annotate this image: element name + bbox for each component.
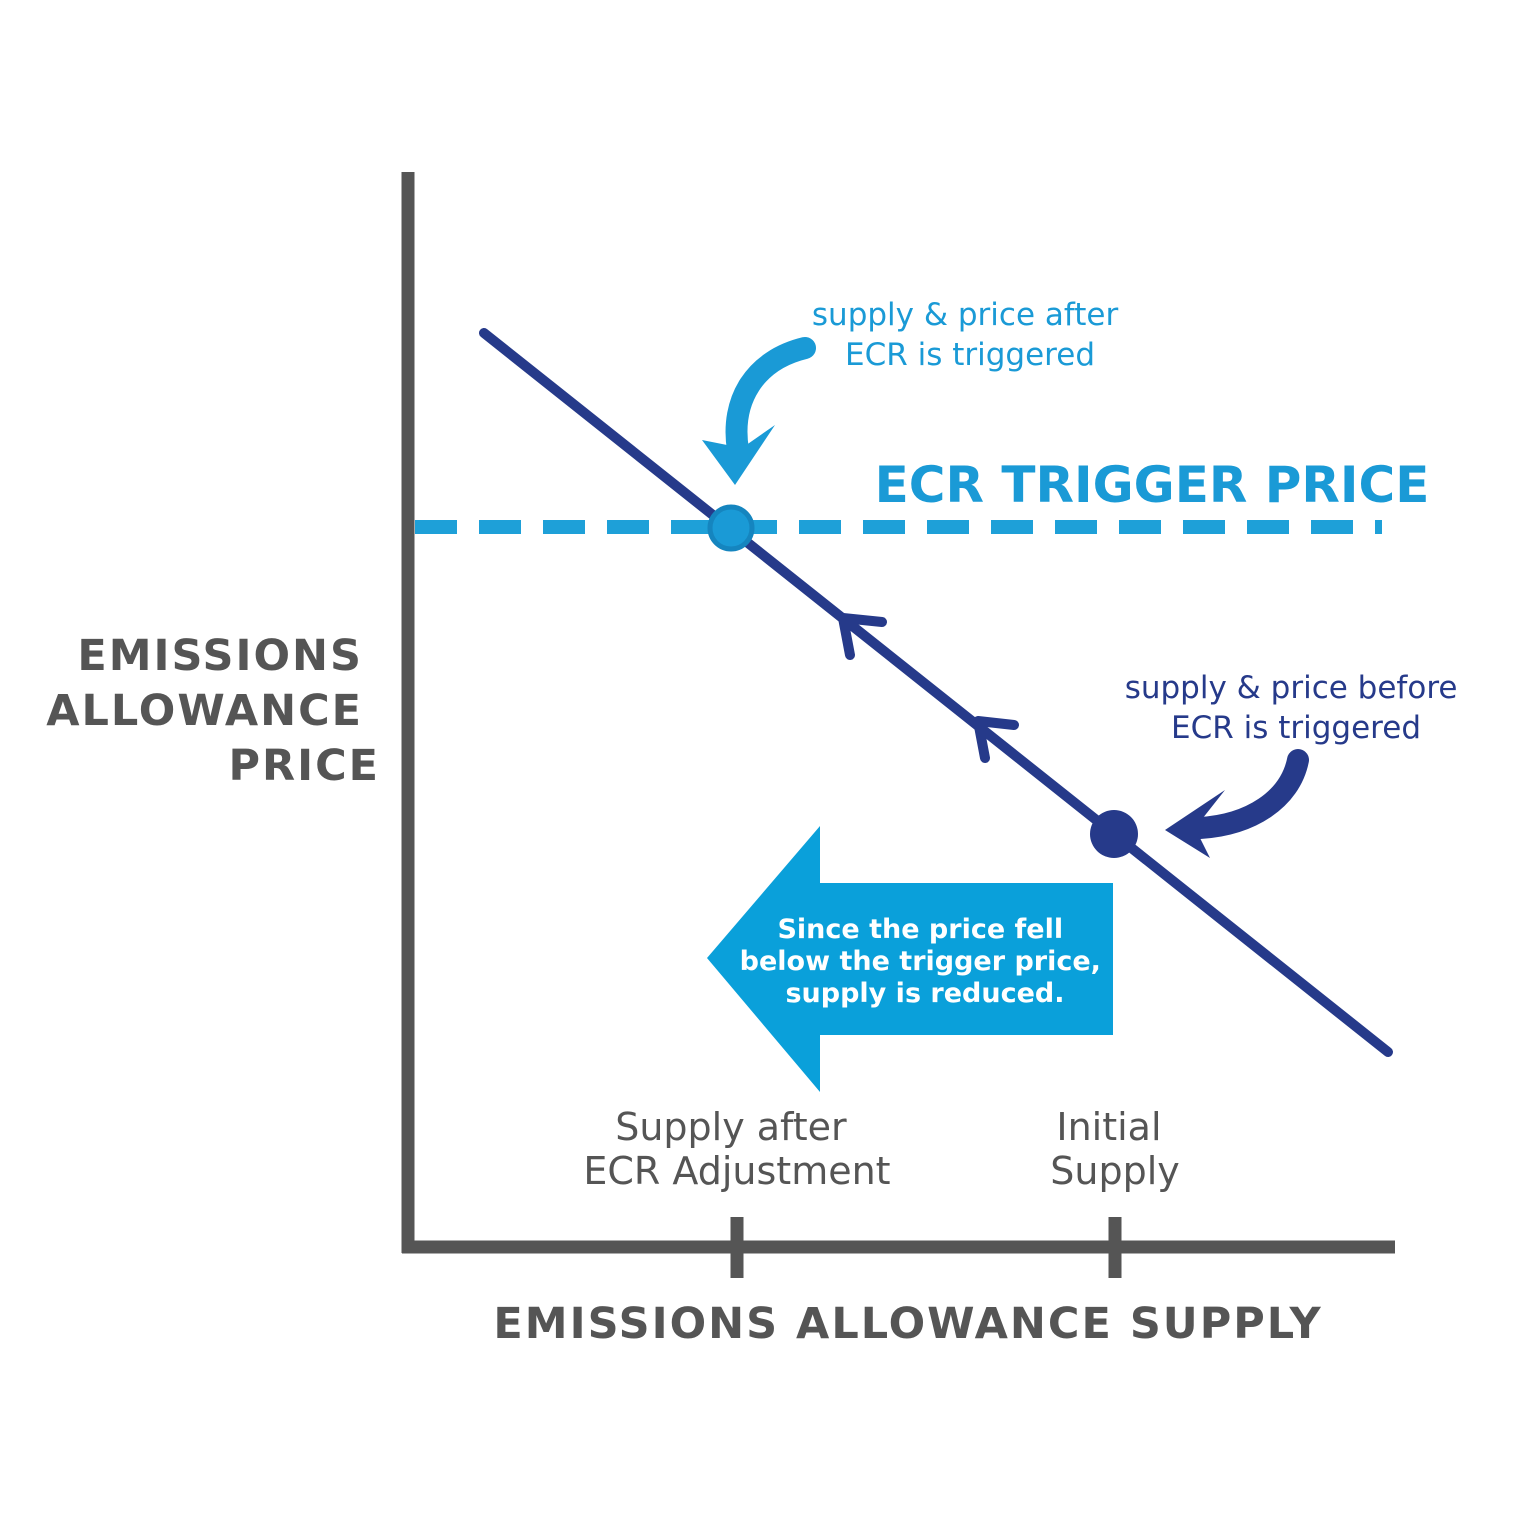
reduce-arrow: [707, 826, 1113, 1092]
arrow-text-line: supply is reduced.: [785, 978, 1064, 1009]
tick-label-line: Supply: [1050, 1149, 1180, 1193]
y-axis-label-line: EMISSIONS: [77, 631, 363, 681]
point-before: [1090, 810, 1138, 858]
note-line: ECR is triggered: [845, 337, 1095, 373]
direction-chevron: [838, 613, 887, 660]
callout-arrow: [1189, 749, 1309, 839]
arrow-text-line: Since the price fell: [777, 914, 1063, 945]
note-before: supply & price before ECR is triggered: [1125, 670, 1468, 746]
note-after: supply & price after ECR is triggered: [812, 297, 1128, 373]
callout-arrow-head: [1165, 790, 1225, 858]
x-axis-label: EMISSIONS ALLOWANCE SUPPLY: [493, 1299, 1322, 1349]
tick-label-line: Supply after: [615, 1105, 847, 1149]
point-after: [707, 504, 755, 552]
direction-chevron: [973, 716, 1019, 763]
arrow-text: Since the price fell below the trigger p…: [740, 914, 1111, 1009]
arrow-text-line: below the trigger price,: [740, 946, 1101, 977]
callout-arrow-head: [702, 425, 775, 485]
tick-label-line: Initial: [1056, 1105, 1161, 1149]
tick-label-line: ECR Adjustment: [583, 1149, 890, 1193]
y-axis-label-line: ALLOWANCE: [46, 686, 363, 736]
note-line: supply & price after: [812, 297, 1119, 333]
demand-line: [479, 328, 1393, 1057]
y-axis-label-line: PRICE: [228, 741, 380, 791]
y-axis-label: EMISSIONS ALLOWANCE PRICE: [46, 631, 380, 791]
trigger-label: ECR TRIGGER PRICE: [875, 456, 1430, 514]
note-line: ECR is triggered: [1171, 710, 1421, 746]
note-line: supply & price before: [1125, 670, 1458, 706]
tick-label: Supply after ECR Adjustment: [583, 1105, 890, 1193]
tick-label: Initial Supply: [1050, 1105, 1180, 1193]
callout-arrow: [725, 337, 816, 461]
